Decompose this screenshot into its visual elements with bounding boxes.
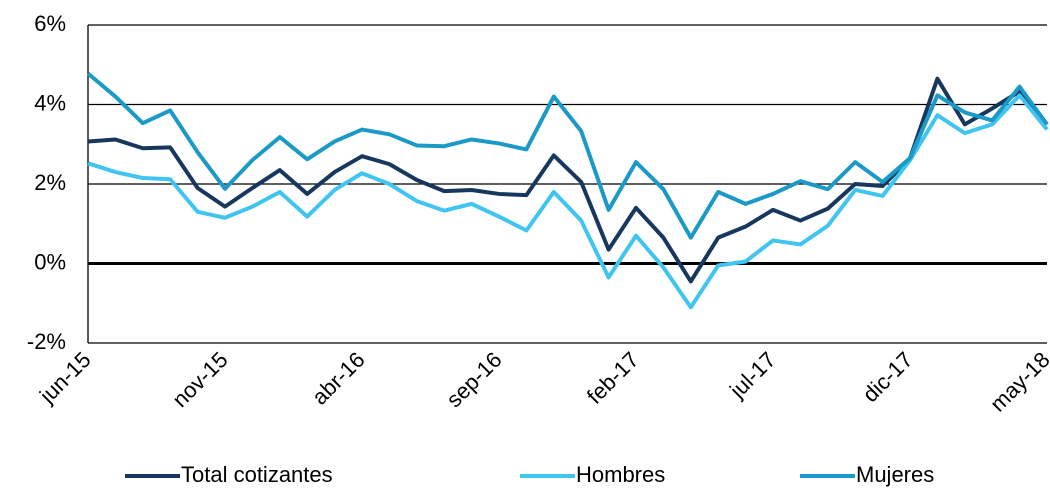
y-tick-label: 0% bbox=[34, 249, 66, 274]
y-tick-label: 2% bbox=[34, 170, 66, 195]
legend-label: Total cotizantes bbox=[181, 462, 333, 487]
series-line bbox=[86, 71, 1049, 240]
x-tick-label: feb-17 bbox=[582, 347, 644, 409]
legend-label: Hombres bbox=[576, 462, 665, 487]
x-tick-label: sep-16 bbox=[441, 347, 506, 412]
legend-label: Mujeres bbox=[856, 462, 934, 487]
series-line bbox=[87, 93, 1049, 310]
x-tick-label: abr-16 bbox=[307, 347, 370, 410]
series-line bbox=[87, 76, 1049, 284]
x-tick-label: jul-17 bbox=[724, 347, 780, 403]
x-tick-label: jun-15 bbox=[34, 347, 96, 409]
x-tick-label: dic-17 bbox=[858, 347, 918, 407]
y-tick-label: 4% bbox=[34, 90, 66, 115]
x-tick-label: may-18 bbox=[985, 347, 1050, 417]
y-tick-label: -2% bbox=[27, 329, 66, 354]
y-tick-label: 6% bbox=[34, 11, 66, 36]
x-tick-label: nov-15 bbox=[167, 347, 232, 412]
